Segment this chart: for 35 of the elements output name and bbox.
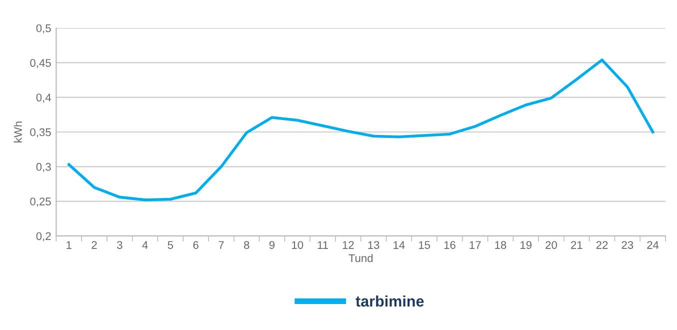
x-tick-label: 23: [622, 241, 634, 249]
y-tick-label: 0,2: [36, 232, 51, 242]
x-axis-title: Tund: [348, 254, 373, 262]
x-tick-label: 18: [495, 241, 506, 249]
x-tick-label: 4: [142, 241, 148, 249]
x-tick-label: 12: [342, 241, 354, 249]
x-tick-label: 17: [470, 241, 481, 249]
line-series: [67, 58, 654, 202]
y-tick-label: 0,3: [36, 162, 51, 172]
y-tick-label: 0,45: [30, 58, 51, 68]
y-tick-label: 0,35: [30, 128, 51, 138]
x-tick-label: 8: [244, 241, 250, 249]
x-tick-label: 6: [193, 241, 198, 249]
x-tick-label: 21: [571, 241, 582, 249]
x-tick-label: 2: [92, 241, 97, 249]
y-tick-label: 0,5: [36, 24, 51, 34]
x-tick-label: 10: [292, 241, 304, 249]
x-tick-label: 5: [168, 241, 174, 249]
x-tick-label: 13: [368, 241, 380, 249]
x-tick-label: 14: [394, 241, 405, 249]
y-axis-title: kWh: [14, 122, 22, 142]
x-tick-label: 11: [318, 241, 328, 249]
x-tick-label: 22: [596, 241, 608, 249]
y-tick-label: 0,4: [36, 94, 52, 103]
legend-label: tarbimine: [356, 295, 424, 307]
x-tick-label: 15: [418, 241, 430, 249]
x-tick-label: 16: [444, 241, 456, 249]
x-tick-label: 19: [520, 241, 532, 249]
y-tick-label: 0,25: [30, 198, 51, 207]
x-tick-label: 20: [546, 241, 557, 249]
x-tick-label: 9: [269, 241, 275, 249]
x-tick-label: 1: [66, 241, 72, 249]
x-tick-label: 3: [116, 241, 122, 249]
x-tick-label: 24: [647, 241, 659, 249]
x-tick-label: 7: [218, 241, 224, 249]
